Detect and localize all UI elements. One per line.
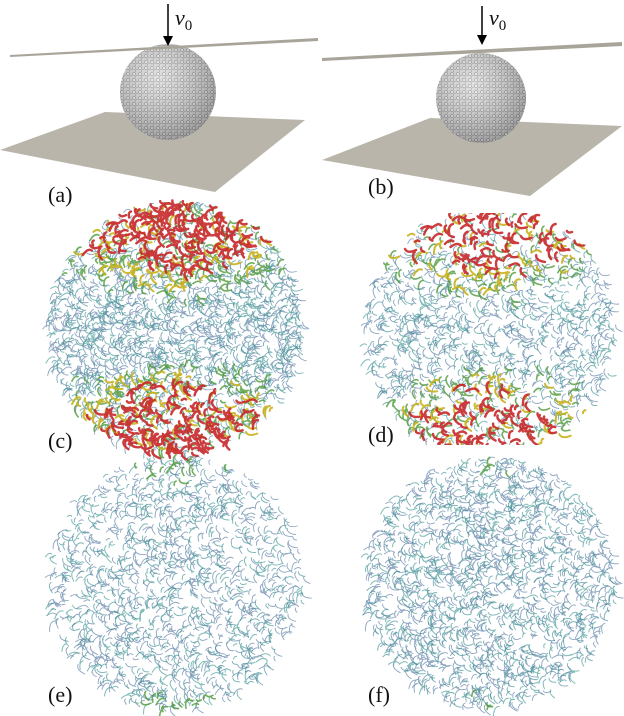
sphere-shade [120,44,216,140]
chains-teal [361,459,616,716]
v: v [175,5,185,30]
v: v [489,5,499,30]
panel-label: (b) [368,174,394,199]
panel-label: (d) [368,422,394,447]
panel-label: (e) [48,682,72,707]
panel-label: (f) [368,682,390,707]
arrow-head [477,35,487,45]
velocity-label: v0 [175,5,192,34]
figure: v0 (a) v0 (b) (c) (d) (e) (f) [0,0,624,716]
velocity-label: v0 [489,5,506,34]
sub: 0 [499,18,507,34]
chains-teal [45,458,305,714]
force-networks [43,200,624,716]
panel-a: v0 (a) [0,4,318,207]
panel-b: v0 (b) [322,5,622,199]
network-e [45,455,311,716]
network-c [43,200,309,462]
sub: 0 [185,18,193,34]
network-f [361,457,623,716]
network-d [360,205,622,464]
panel-label: (a) [48,182,72,207]
sphere-shade [436,53,526,143]
panel-label: (c) [48,428,72,453]
